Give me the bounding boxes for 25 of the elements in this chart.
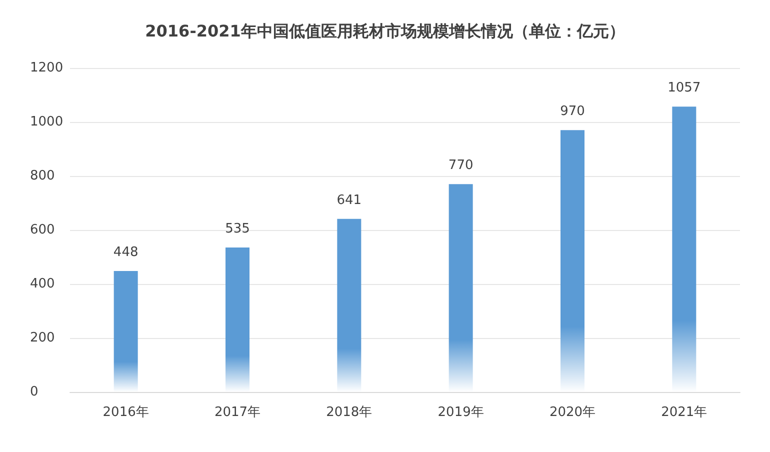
bar — [226, 248, 250, 392]
bar — [448, 184, 473, 392]
x-tick-label: 2021年 — [661, 405, 708, 420]
data-label: 641 — [336, 192, 362, 208]
y-tick-label: 800 — [30, 168, 55, 184]
data-label: 448 — [113, 245, 138, 260]
y-tick-label: 200 — [30, 330, 55, 346]
x-tick-label: 2019年 — [438, 405, 484, 420]
y-tick-label: 400 — [30, 276, 55, 292]
x-tick-label: 2017年 — [214, 405, 261, 420]
bar — [560, 130, 584, 392]
data-label: 770 — [448, 158, 474, 174]
data-label: 970 — [560, 104, 585, 120]
bar — [337, 218, 362, 392]
data-label: 535 — [225, 222, 250, 237]
x-tick-label: 2020年 — [549, 405, 596, 420]
data-label: 1057 — [668, 80, 701, 96]
chart-title: 2016-2021年中国低值医用耗材市场规模增长情况（单位：亿元） — [145, 22, 625, 40]
x-tick-label: 2018年 — [326, 405, 372, 420]
y-tick-label: 600 — [30, 222, 55, 238]
bar — [114, 271, 138, 392]
y-tick-label: 0 — [30, 384, 38, 400]
x-tick-label: 2016年 — [102, 405, 149, 420]
y-tick-label: 1200 — [30, 60, 64, 76]
y-tick-label: 1000 — [30, 114, 64, 130]
